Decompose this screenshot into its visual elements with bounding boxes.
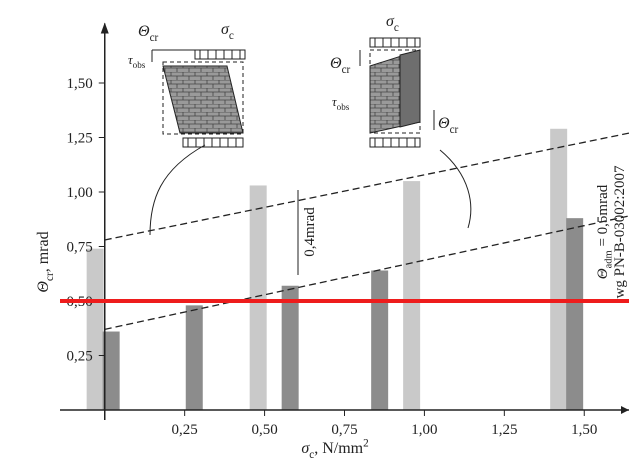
- y-arrow: [101, 23, 109, 34]
- label-sub: c: [229, 30, 234, 42]
- label-text: , N/mm: [314, 440, 363, 457]
- diagram-label: Θcr: [438, 115, 459, 136]
- y-tick-label: 1,25: [67, 131, 93, 147]
- label-sub: obs: [133, 60, 146, 70]
- label-symbol: Θ: [595, 268, 611, 279]
- x-tick-label: 0,75: [331, 422, 357, 438]
- x-tick-label: 1,50: [571, 422, 597, 438]
- x-axis-label: σc, N/mm2: [301, 438, 368, 459]
- bar: [250, 185, 267, 410]
- x-arrow: [621, 406, 629, 414]
- diagram-label: τobs: [128, 52, 146, 70]
- y-tick-label: 0,75: [67, 240, 93, 256]
- bar: [550, 129, 567, 410]
- label-text: , mrad: [35, 231, 52, 272]
- annotation: 0,4mrad: [302, 207, 318, 257]
- annotation: wg PN-B-03002:2007: [612, 165, 628, 298]
- diagram-label: Θcr: [138, 23, 159, 44]
- bar: [371, 270, 388, 410]
- label-symbol: Θ: [330, 55, 342, 72]
- y-axis-label: Θcr, mrad: [35, 231, 56, 292]
- label-sub: cr: [44, 272, 56, 281]
- label-sub: cr: [450, 124, 459, 136]
- diagram-label: τobs: [332, 94, 350, 112]
- x-tick-label: 1,00: [411, 422, 437, 438]
- bar: [566, 218, 583, 410]
- bar: [282, 286, 299, 410]
- x-tick-label: 0,25: [172, 422, 198, 438]
- label-text: 0,4mrad: [302, 207, 318, 257]
- x-tick-label: 0,50: [251, 422, 277, 438]
- y-tick-label: 1,50: [67, 76, 93, 92]
- diagram-label: σc: [221, 21, 234, 42]
- label-sub: obs: [337, 102, 350, 112]
- label-symbol: Θ: [438, 115, 450, 132]
- label-symbol: Θ: [35, 281, 52, 293]
- label-sub: c: [394, 22, 399, 34]
- diagram-label: σc: [386, 13, 399, 34]
- label-sub: cr: [342, 64, 351, 76]
- label-symbol: Θ: [138, 23, 150, 40]
- bar: [186, 305, 203, 410]
- diagram-label: Θcr: [330, 55, 351, 76]
- label-sup: 2: [363, 438, 369, 450]
- label-text: = 0,5mrad: [595, 184, 611, 250]
- bar: [87, 249, 104, 410]
- chart: 0,250,500,751,001,251,500,250,500,751,00…: [0, 0, 629, 459]
- y-tick-label: 0,25: [67, 349, 93, 365]
- label-sub: cr: [150, 32, 159, 44]
- label-text: wg PN-B-03002:2007: [612, 165, 628, 298]
- y-tick-label: 1,00: [67, 185, 93, 201]
- bar: [403, 181, 420, 410]
- diagram-left: [150, 50, 245, 235]
- x-tick-label: 1,25: [491, 422, 517, 438]
